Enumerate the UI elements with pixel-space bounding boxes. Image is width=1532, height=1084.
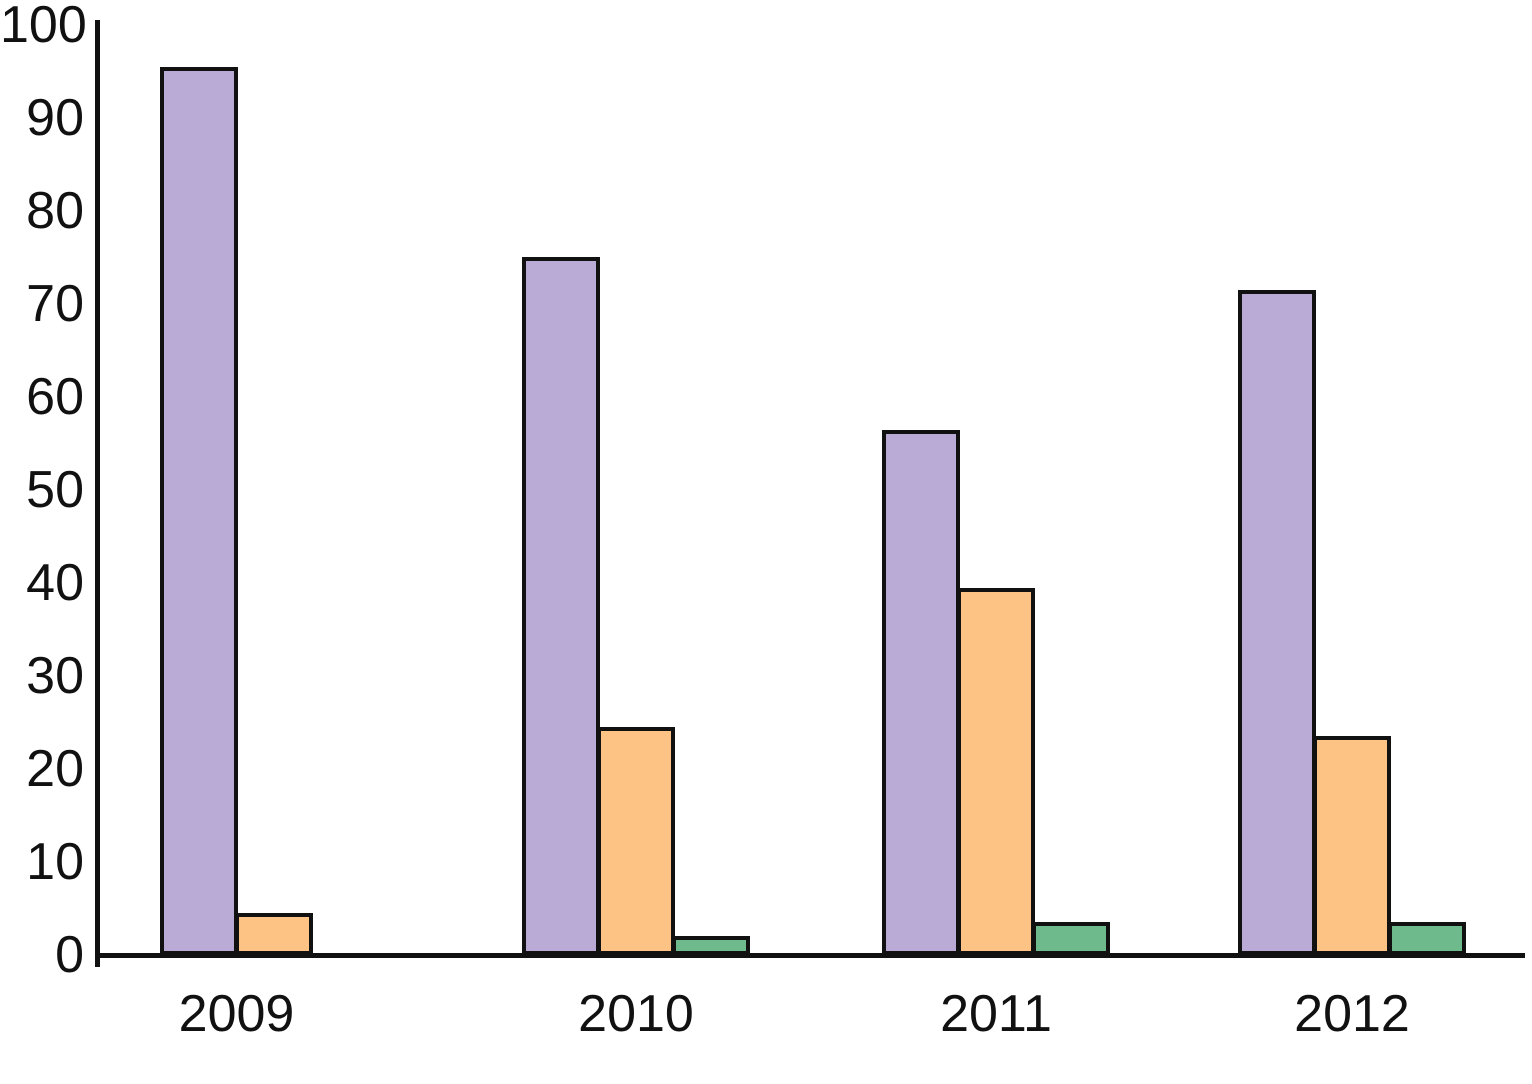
y-axis-line (95, 20, 100, 967)
bar-2011-green (1032, 922, 1110, 955)
bar-2010-green (672, 936, 750, 955)
bar-2011-purple (882, 430, 960, 955)
bar-2010-purple (522, 257, 600, 955)
x-tick-label-2011: 2011 (940, 985, 1052, 1043)
y-tick-label-80: 80 (26, 182, 84, 240)
y-tick-label-60: 60 (26, 368, 84, 426)
y-tick-label-50: 50 (26, 461, 84, 519)
x-axis-line (95, 953, 1525, 958)
bar-2010-orange (597, 727, 675, 955)
y-tick-label-70: 70 (26, 275, 84, 333)
y-tick-label-100: 100 (0, 0, 87, 54)
x-tick-label-2012: 2012 (1294, 985, 1410, 1043)
y-tick-label-90: 90 (26, 89, 84, 147)
y-tick-label-0: 0 (55, 926, 84, 984)
y-tick-label-30: 30 (26, 647, 84, 705)
bar-2009-purple (160, 67, 238, 955)
bar-2012-green (1388, 922, 1466, 955)
y-tick-label-10: 10 (26, 833, 84, 891)
bar-2012-orange (1313, 736, 1391, 955)
y-tick-label-20: 20 (26, 740, 84, 798)
x-tick-label-2010: 2010 (578, 985, 694, 1043)
y-tick-label-40: 40 (26, 554, 84, 612)
bar-2009-orange (235, 913, 313, 955)
x-tick-label-2009: 2009 (178, 985, 295, 1043)
bar-2011-orange (957, 588, 1035, 955)
bar-2012-purple (1238, 290, 1316, 955)
